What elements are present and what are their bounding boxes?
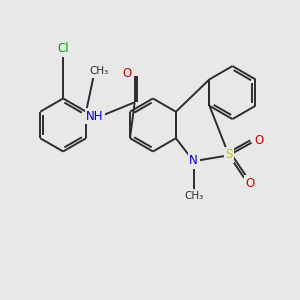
Text: S: S [225,148,233,161]
Text: CH₃: CH₃ [90,66,109,76]
Text: O: O [254,134,264,147]
Text: N: N [189,154,198,167]
Text: O: O [245,177,255,190]
Text: CH₃: CH₃ [184,191,203,201]
Text: Cl: Cl [57,42,69,55]
Text: O: O [123,67,132,80]
Text: NH: NH [86,110,104,123]
